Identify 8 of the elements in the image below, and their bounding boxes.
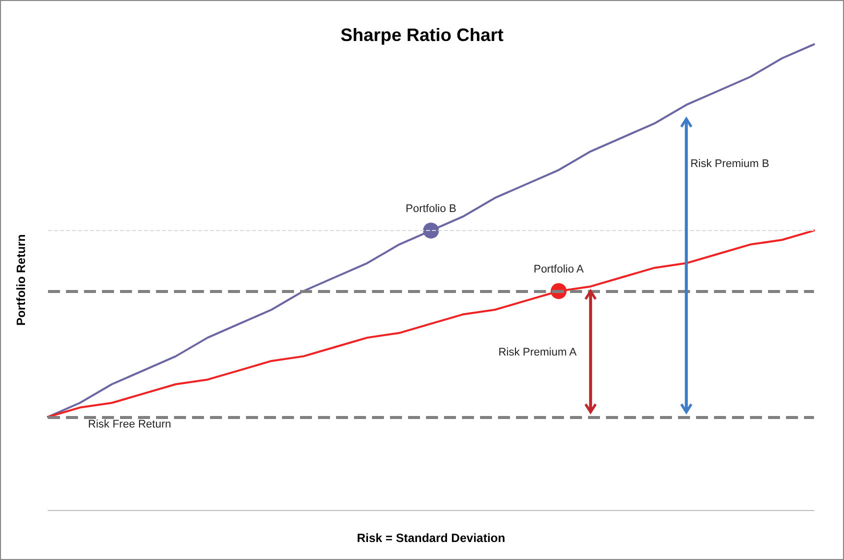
y-axis-title: Portfolio Return [14,234,28,326]
x-axis-title: Risk = Standard Deviation [356,531,506,545]
annotation: Portfolio A [534,264,584,276]
chart-title: Sharpe Ratio Chart [340,25,504,45]
annotation: Portfolio B [406,203,456,216]
ref-line-label: Risk Free Return [88,418,172,430]
annotation: Risk Premium B [690,158,770,170]
annotation: Risk Premium A [498,346,578,359]
